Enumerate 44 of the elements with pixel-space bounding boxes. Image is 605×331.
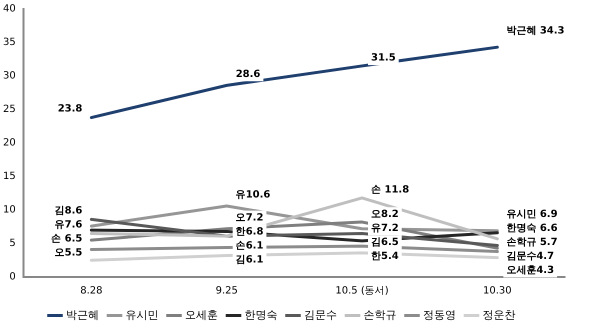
data-label: 유시민 6.9 xyxy=(506,209,558,220)
data-label: 31.5 xyxy=(371,52,396,64)
data-label: 오세훈4.3 xyxy=(506,265,554,276)
legend-label: 박근혜 xyxy=(66,308,99,322)
data-label: 손6.1 xyxy=(236,240,264,252)
x-tick-label: 9.25 xyxy=(216,286,238,297)
legend-label: 한명숙 xyxy=(244,308,278,322)
data-label: 한명숙 6.6 xyxy=(506,223,558,234)
legend-label: 손학규 xyxy=(364,308,396,322)
data-label: 유10.6 xyxy=(236,189,270,200)
data-label: 28.6 xyxy=(236,68,260,80)
data-label: 유7.6 xyxy=(54,219,82,230)
data-label: 손 6.5 xyxy=(51,233,82,244)
data-label: 오5.5 xyxy=(54,247,82,258)
data-label: 김6.5 xyxy=(371,236,399,248)
legend-label: 정동영 xyxy=(423,308,456,322)
y-tick-label: 25 xyxy=(2,104,16,116)
y-tick-label: 20 xyxy=(2,138,16,149)
y-tick-label: 40 xyxy=(2,4,16,15)
legend-label: 오세훈 xyxy=(185,308,218,322)
data-label: 23.8 xyxy=(58,104,82,115)
data-label: 오8.2 xyxy=(371,208,399,220)
y-tick-label: 0 xyxy=(9,272,16,283)
x-tick-label: 10.5 (동서) xyxy=(335,286,389,297)
y-tick-label: 30 xyxy=(2,70,16,82)
data-label: 한6.8 xyxy=(236,226,264,238)
y-tick-label: 5 xyxy=(9,238,16,250)
data-label: 손학규 5.7 xyxy=(506,237,558,248)
data-label: 한5.4 xyxy=(371,250,399,262)
legend-label: 정운찬 xyxy=(482,308,516,322)
data-label: 김8.6 xyxy=(54,205,82,216)
data-label: 김6.1 xyxy=(236,254,264,266)
data-label: 김문수4.7 xyxy=(506,251,554,262)
data-label: 박근혜 34.3 xyxy=(506,25,565,36)
legend-label: 유시민 xyxy=(126,308,158,322)
data-label: 유7.2 xyxy=(371,222,399,234)
data-label: 오7.2 xyxy=(236,212,264,224)
y-tick-label: 10 xyxy=(2,204,16,216)
x-tick-label: 8.28 xyxy=(80,286,103,297)
x-tick-label: 10.30 xyxy=(483,286,512,297)
y-tick-label: 35 xyxy=(2,37,16,48)
y-tick-label: 15 xyxy=(2,171,16,182)
legend-label: 김문수 xyxy=(304,308,337,322)
data-label: 손 11.8 xyxy=(371,184,410,196)
